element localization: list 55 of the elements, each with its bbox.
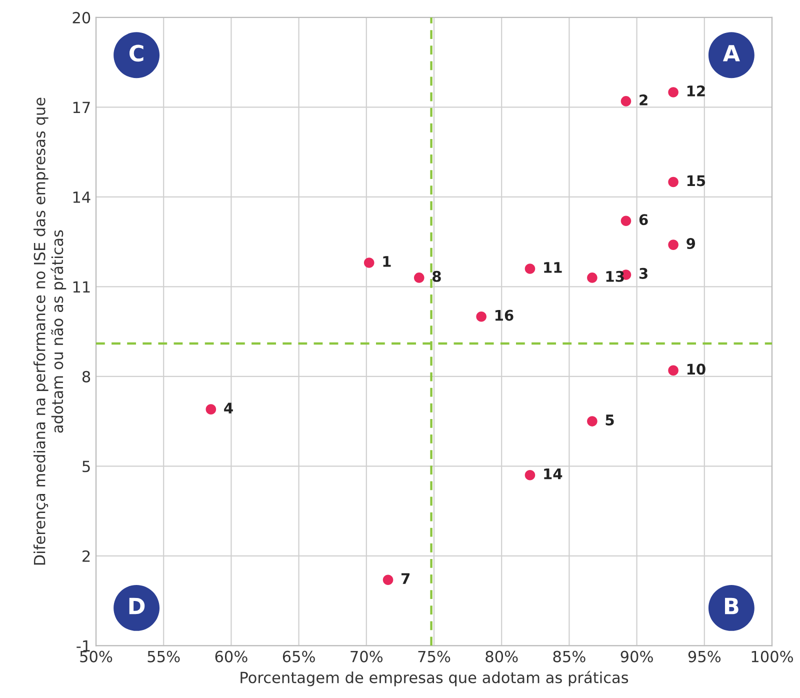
annotation: 3 [639, 268, 648, 279]
y-tick-label: 11 [73, 281, 90, 292]
y-tick-label: 20 [72, 12, 90, 24]
y-tick-label: 2 [82, 550, 90, 562]
y-tick-label: 5 [82, 460, 90, 472]
x-tick-label: 95% [688, 650, 721, 662]
point [620, 96, 632, 106]
point [668, 240, 678, 250]
annotation: 11 [544, 262, 562, 273]
annotation: 5 [606, 414, 614, 426]
point [668, 176, 678, 188]
point [668, 365, 678, 376]
point [476, 311, 486, 322]
point [620, 216, 632, 226]
x-tick-label: 55% [148, 650, 180, 662]
x-tick-label: 70% [350, 650, 383, 662]
annotation: 10 [687, 364, 706, 375]
annotation: A [722, 45, 740, 62]
point [587, 272, 598, 283]
x-tick-label: 100% [752, 650, 793, 662]
annotation: D [129, 598, 145, 614]
annotation: 9 [686, 238, 696, 250]
x-axis-title: Porcentagem de empresas que adotam as práticas [240, 670, 628, 686]
x-tick-label: 85% [553, 650, 586, 662]
annotation: 14 [544, 468, 562, 480]
point [668, 87, 678, 98]
point [414, 272, 424, 283]
annotation: 8 [432, 270, 441, 282]
annotation: 1 [383, 256, 391, 267]
annotation: B [725, 598, 738, 614]
point [382, 574, 394, 585]
annotation: C [130, 44, 144, 62]
x-tick-label: 60% [215, 650, 248, 662]
annotation: 6 [639, 214, 648, 226]
y-tick-label: 8 [82, 370, 90, 382]
x-tick-label: 80% [486, 650, 518, 662]
x-tick-label: 75% [418, 650, 450, 662]
point [364, 258, 374, 268]
annotation: 4 [224, 402, 233, 414]
y-axis-title: Diferença mediana na performance no ISE das empresas que adotam ou não as práticas [34, 98, 66, 565]
y-tick-label: 14 [73, 192, 90, 203]
point [206, 404, 216, 414]
annotation: 16 [495, 310, 514, 321]
y-tick-label: -1 [76, 640, 90, 652]
point [524, 470, 536, 480]
annotation: 15 [687, 175, 706, 186]
x-tick-label: 50% [80, 650, 112, 662]
point [587, 416, 598, 426]
annotation: 7 [402, 573, 410, 584]
point [524, 264, 536, 274]
annotation: 2 [640, 94, 648, 106]
x-tick-label: 90% [620, 650, 653, 662]
x-tick-label: 65% [282, 650, 315, 662]
annotation: 12 [687, 85, 705, 96]
y-tick-label: 17 [73, 102, 90, 113]
